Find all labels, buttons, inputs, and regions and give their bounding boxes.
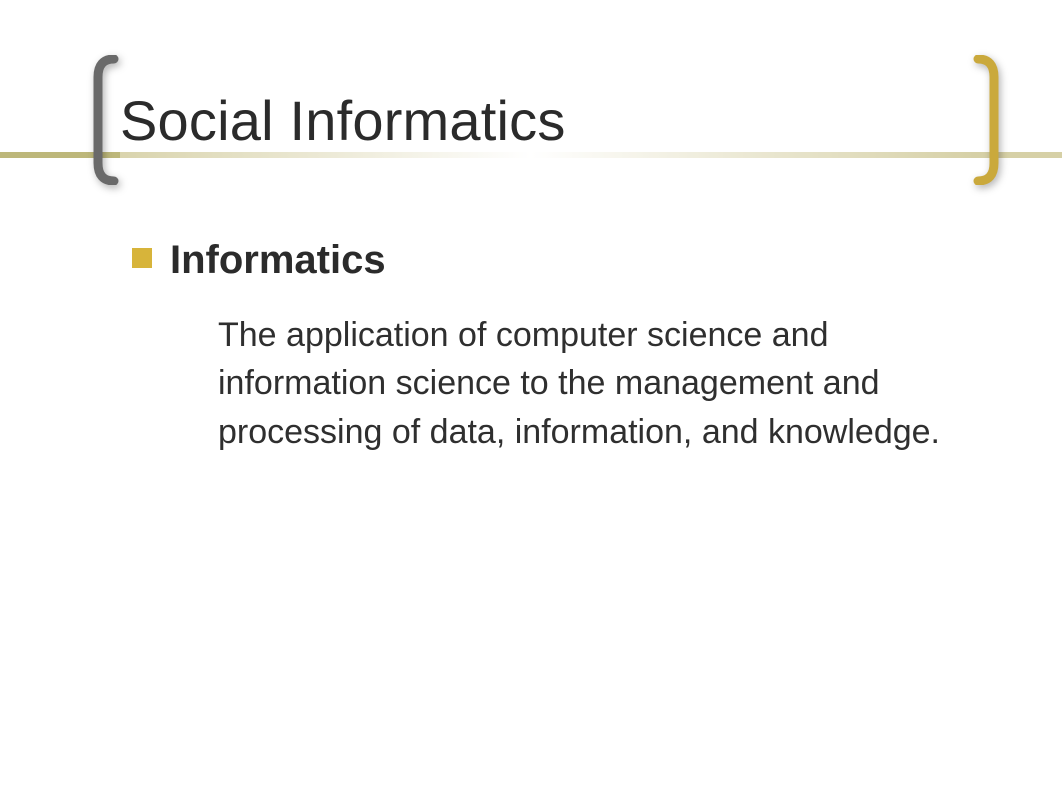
left-bracket-icon [88,55,122,185]
right-bracket-icon [970,55,1004,185]
bullet-marker-icon [132,248,152,268]
bullet-heading: Informatics [170,238,386,283]
slide-body: Informatics The application of computer … [132,238,952,456]
bullet-definition: The application of computer science and … [218,311,952,456]
slide-title: Social Informatics [120,88,566,153]
bullet-item: Informatics [132,238,952,283]
